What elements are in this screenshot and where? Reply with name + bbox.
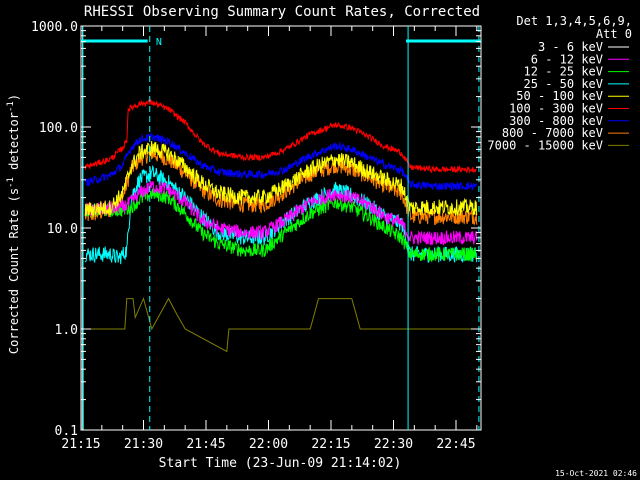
series-line-6 xyxy=(84,132,478,192)
legend-header-1: Det 1,3,4,5,6,9, xyxy=(516,14,632,28)
legend-label: 12 - 25 keV xyxy=(524,65,603,79)
y-tick-label: 100.0 xyxy=(39,121,78,136)
x-tick-label: 22:45 xyxy=(436,437,475,452)
flag-layer: N xyxy=(81,37,481,48)
axis-layer: 0.1 1.0 10.0 100.0 1000.0 21:15 21:30 21:45 22:0… xyxy=(31,20,481,452)
legend-label: 300 - 800 keV xyxy=(509,114,603,128)
legend-label: 25 - 50 keV xyxy=(524,77,603,91)
x-tick-label: 21:30 xyxy=(124,437,163,452)
x-tick-label: 22:30 xyxy=(374,437,413,452)
y-axis-label: Corrected Count Rate (s-1 detector-1) xyxy=(6,94,21,354)
x-tick-label: 22:00 xyxy=(249,437,288,452)
legend-label: 50 - 100 keV xyxy=(516,89,603,103)
series-line-7 xyxy=(84,146,478,226)
y-tick-label: 10.0 xyxy=(47,222,78,237)
chart-title: RHESSI Observing Summary Count Rates, Co… xyxy=(84,4,480,20)
legend-label: 100 - 300 keV xyxy=(509,102,603,116)
legend-header-2: Att 0 xyxy=(596,27,632,41)
y-tick-label: 1.0 xyxy=(55,323,78,338)
series-line-5 xyxy=(84,98,477,174)
series-line-1 xyxy=(84,180,478,247)
legend-label: 7000 - 15000 keV xyxy=(487,138,603,152)
timestamp: 15-Oct-2021 02:46 xyxy=(555,469,637,478)
series-layer xyxy=(81,25,481,431)
series-line-4 xyxy=(84,141,478,217)
y-tick-label: 0.1 xyxy=(55,424,78,439)
x-tick-label: 22:15 xyxy=(311,437,350,452)
legend-label: 6 - 12 keV xyxy=(531,52,603,66)
x-tick-label: 21:45 xyxy=(186,437,225,452)
y-tick-label: 1000.0 xyxy=(31,20,78,35)
x-tick-label: 21:15 xyxy=(61,437,100,452)
legend-label: 800 - 7000 keV xyxy=(502,126,603,140)
series-line-3 xyxy=(84,164,478,265)
series-line-8 xyxy=(85,297,477,353)
night-flag-label: N xyxy=(156,37,162,48)
legend-label: 3 - 6 keV xyxy=(538,40,603,54)
x-axis-label: Start Time (23-Jun-09 21:14:02) xyxy=(159,456,402,471)
series-line-2 xyxy=(84,187,477,263)
